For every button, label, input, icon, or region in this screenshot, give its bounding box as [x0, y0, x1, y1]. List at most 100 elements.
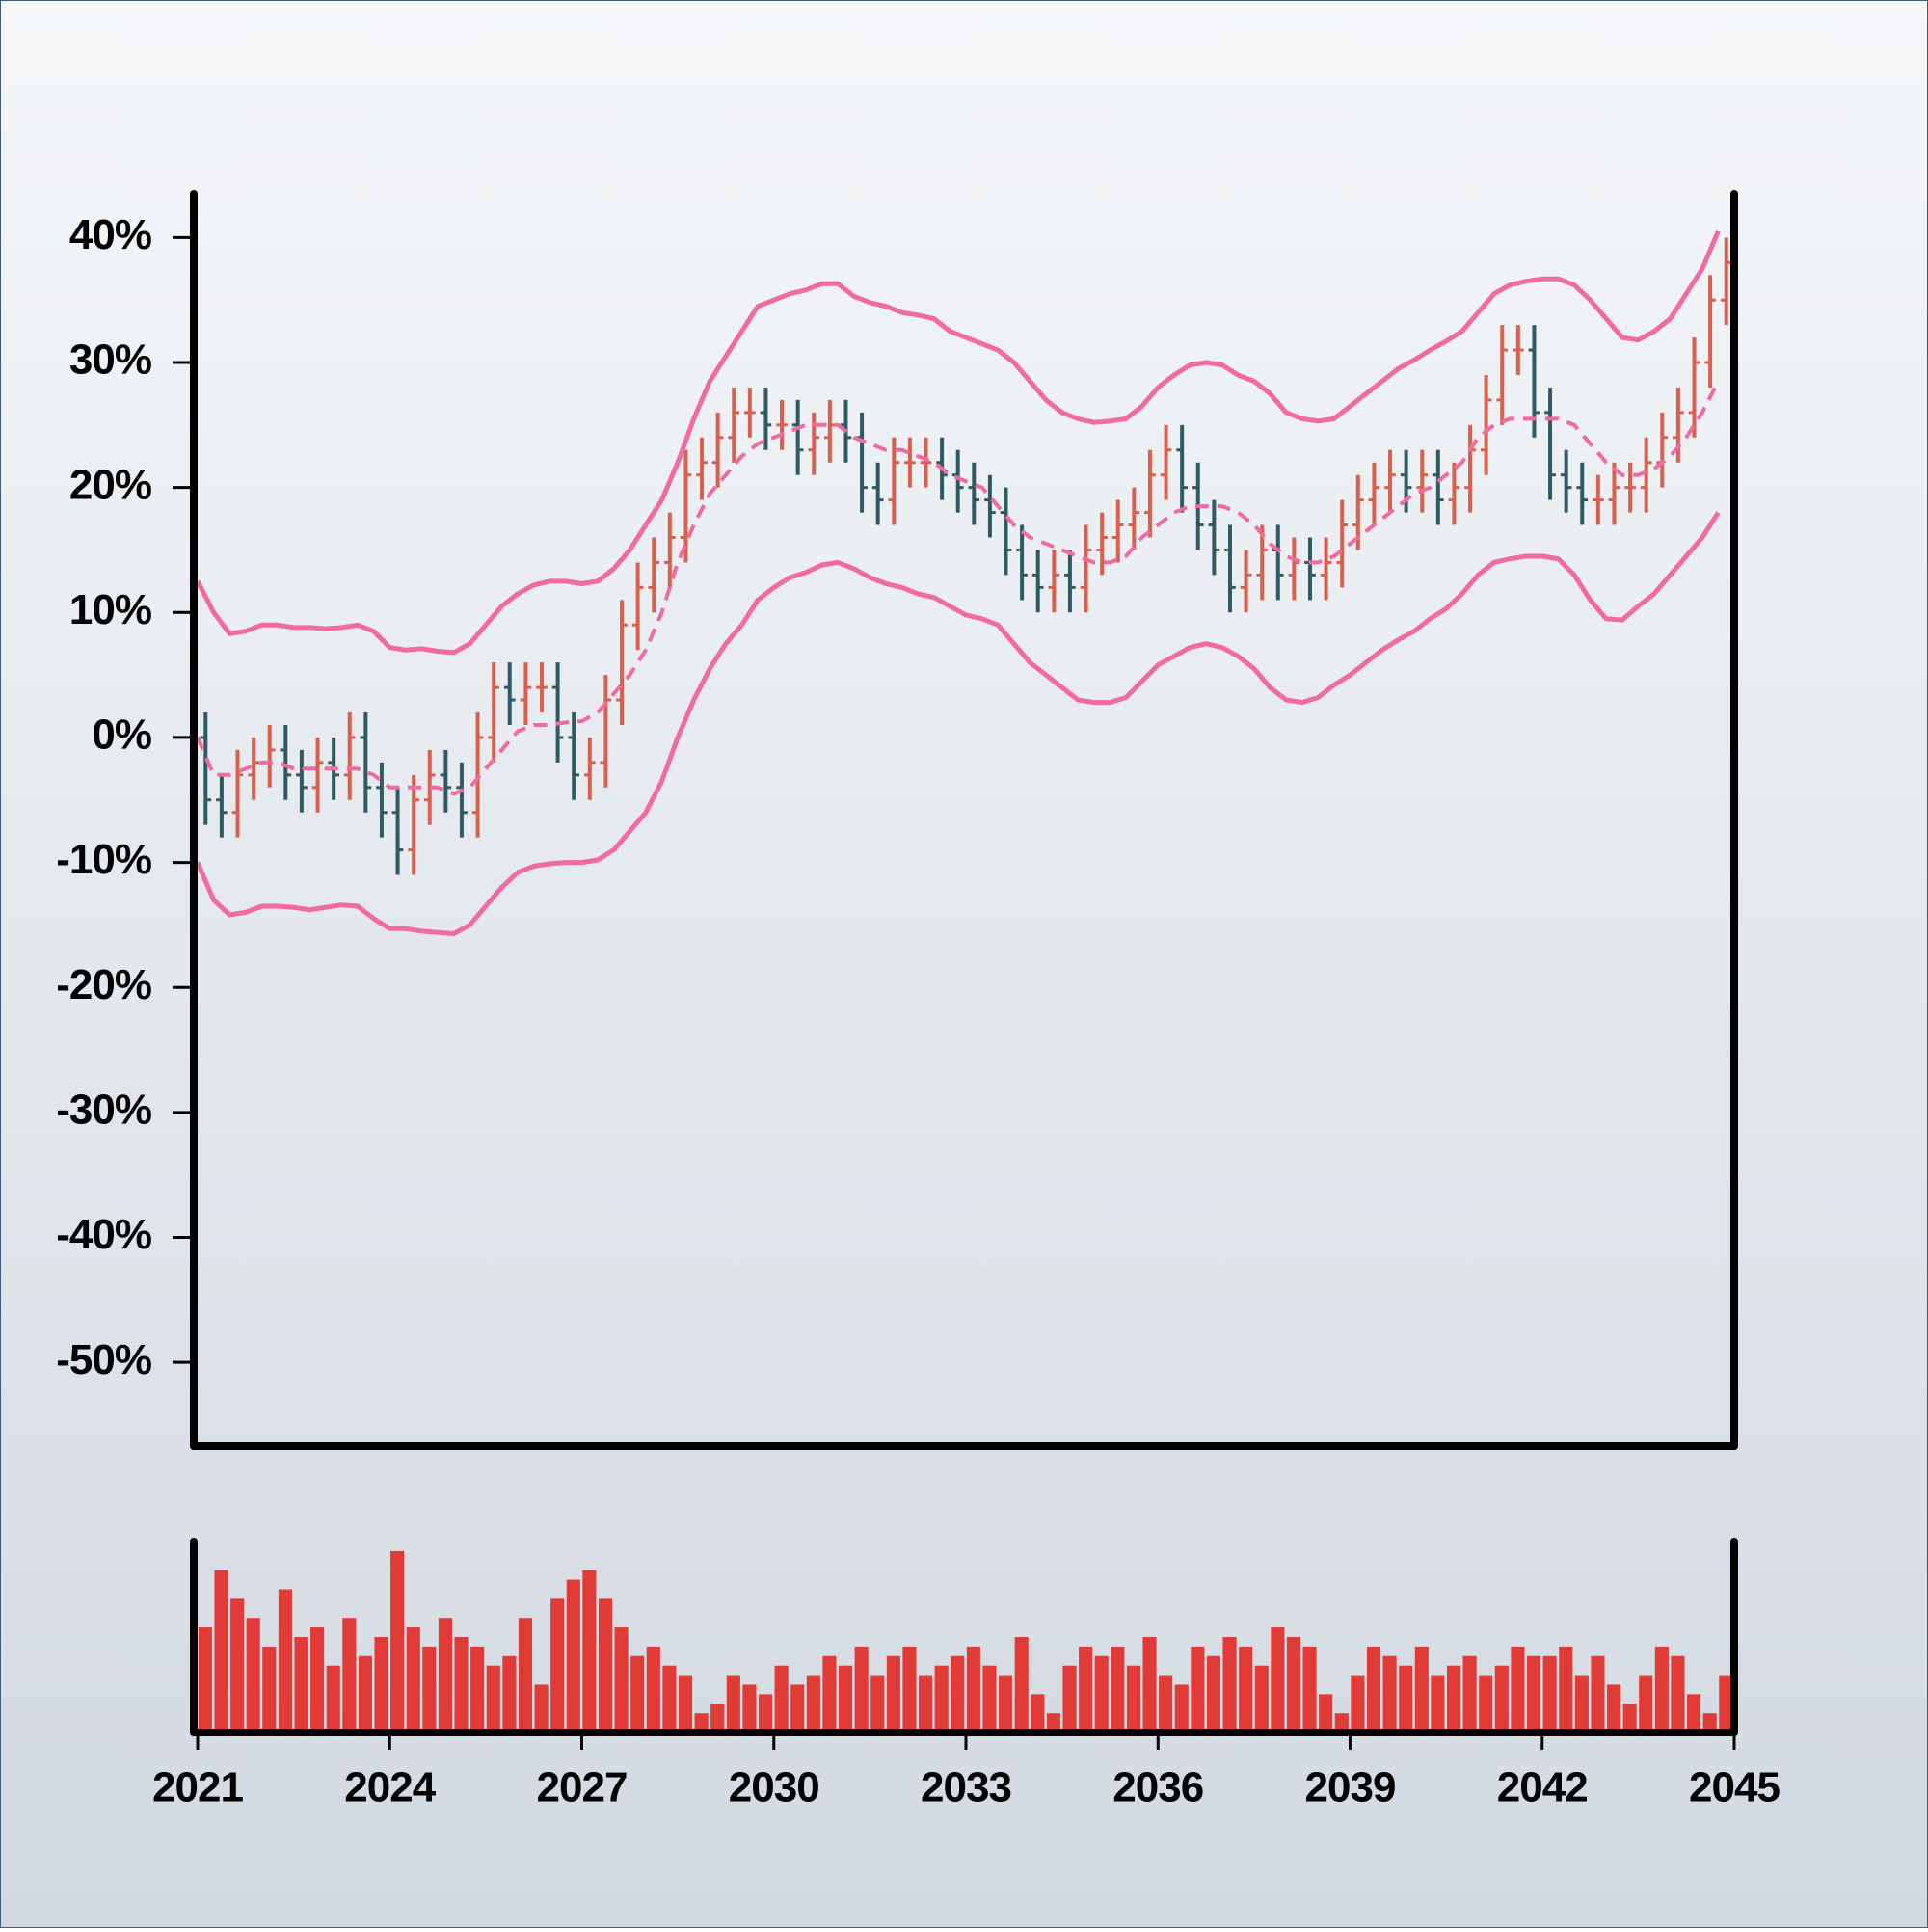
volume-bar [1702, 1713, 1717, 1732]
volume-bar [454, 1637, 469, 1732]
x-tick-label: 2039 [1305, 1764, 1396, 1811]
volume-bar [838, 1665, 853, 1732]
volume-bar [262, 1646, 277, 1732]
volume-bar [1414, 1646, 1429, 1732]
y-tick-label: -10% [56, 836, 151, 883]
y-tick-label: 30% [69, 336, 151, 384]
volume-bar [1079, 1646, 1093, 1732]
volume-bar [1719, 1675, 1733, 1732]
volume-bar [726, 1675, 740, 1732]
volume-bar [902, 1646, 917, 1732]
x-tick-label: 2042 [1497, 1764, 1588, 1811]
volume-bar [1126, 1665, 1140, 1732]
volume-bar [662, 1665, 677, 1732]
volume-bar [486, 1665, 500, 1732]
volume-bar [710, 1704, 725, 1732]
volume-bar [310, 1627, 325, 1732]
volume-bar [246, 1618, 260, 1732]
volume-bar [230, 1598, 245, 1732]
volume-bar [566, 1579, 580, 1732]
volume-bar [1671, 1655, 1685, 1732]
volume-bar [1014, 1637, 1029, 1732]
x-tick-label: 2033 [921, 1764, 1011, 1811]
volume-bar [646, 1646, 660, 1732]
volume-bar [1399, 1665, 1413, 1732]
volume-bar [1382, 1655, 1397, 1732]
volume-bar [1511, 1646, 1525, 1732]
volume-bar [1606, 1684, 1621, 1732]
volume-bar [1191, 1646, 1205, 1732]
volume-bar [1142, 1637, 1157, 1732]
volume-bar [870, 1675, 885, 1732]
volume-bar [758, 1694, 773, 1732]
volume-bar [534, 1684, 549, 1732]
volume-bar [374, 1637, 388, 1732]
volume-bar [598, 1598, 613, 1732]
volume-bar [550, 1598, 565, 1732]
volume-bar [774, 1665, 789, 1732]
volume-bar [1574, 1675, 1589, 1732]
volume-bar [1111, 1646, 1125, 1732]
volume-bar [1062, 1665, 1077, 1732]
volume-bar [1446, 1665, 1461, 1732]
volume-bar [1654, 1646, 1669, 1732]
volume-bar [1254, 1665, 1269, 1732]
band-lower [195, 511, 1721, 936]
x-tick-label: 2027 [537, 1764, 628, 1811]
volume-bar [438, 1618, 453, 1732]
volume-bar [1031, 1694, 1045, 1732]
x-tick-label: 2030 [729, 1764, 819, 1811]
volume-bar [951, 1655, 965, 1732]
volume-bar [1351, 1675, 1365, 1732]
band-upper [195, 229, 1721, 656]
volume-bar [1622, 1704, 1637, 1732]
volume-bar [278, 1589, 292, 1732]
volume-bar [1591, 1655, 1605, 1732]
x-tick-label: 2036 [1112, 1764, 1203, 1811]
volume-bar [614, 1627, 629, 1732]
x-tick-label: 2021 [152, 1764, 243, 1811]
volume-bar [1286, 1637, 1301, 1732]
volume-bar [1366, 1646, 1381, 1732]
volume-bar [966, 1646, 980, 1732]
volume-bar [1687, 1694, 1701, 1732]
volume-bar [1174, 1684, 1189, 1732]
volume-bar [806, 1675, 820, 1732]
volume-bar [1526, 1655, 1541, 1732]
volume-bar [422, 1646, 437, 1732]
volume-bar [919, 1675, 933, 1732]
volume-bar [1542, 1655, 1557, 1732]
volume-bar [854, 1646, 869, 1732]
volume-bar [1222, 1637, 1237, 1732]
volume-bar [1094, 1655, 1109, 1732]
volume-bar [358, 1655, 372, 1732]
volume-bar [342, 1618, 357, 1732]
volume-bar [790, 1684, 805, 1732]
volume-bar [1159, 1675, 1173, 1732]
volume-bar [694, 1713, 709, 1732]
x-tick-label: 2045 [1689, 1764, 1780, 1811]
y-tick-label: -50% [56, 1336, 151, 1383]
volume-bar [294, 1637, 308, 1732]
volume-bar [1319, 1694, 1333, 1732]
y-tick-label: 40% [69, 211, 151, 258]
volume-bar [1206, 1655, 1221, 1732]
volume-bar [822, 1655, 837, 1732]
volume-bar [934, 1665, 949, 1732]
volume-bar [1639, 1675, 1653, 1732]
volume-bar [582, 1570, 597, 1732]
band-middle [196, 380, 1721, 796]
volume-bar [1462, 1655, 1477, 1732]
volume-bar [1239, 1646, 1253, 1732]
volume-bar [406, 1627, 420, 1732]
volume-bar [390, 1550, 405, 1732]
volume-bar [1046, 1713, 1060, 1732]
y-tick-label: -40% [56, 1211, 151, 1258]
x-tick-label: 2024 [344, 1764, 436, 1811]
volume-bar [982, 1665, 997, 1732]
volume-bar [518, 1618, 533, 1732]
volume-bar [470, 1646, 485, 1732]
volume-bar [1479, 1675, 1493, 1732]
